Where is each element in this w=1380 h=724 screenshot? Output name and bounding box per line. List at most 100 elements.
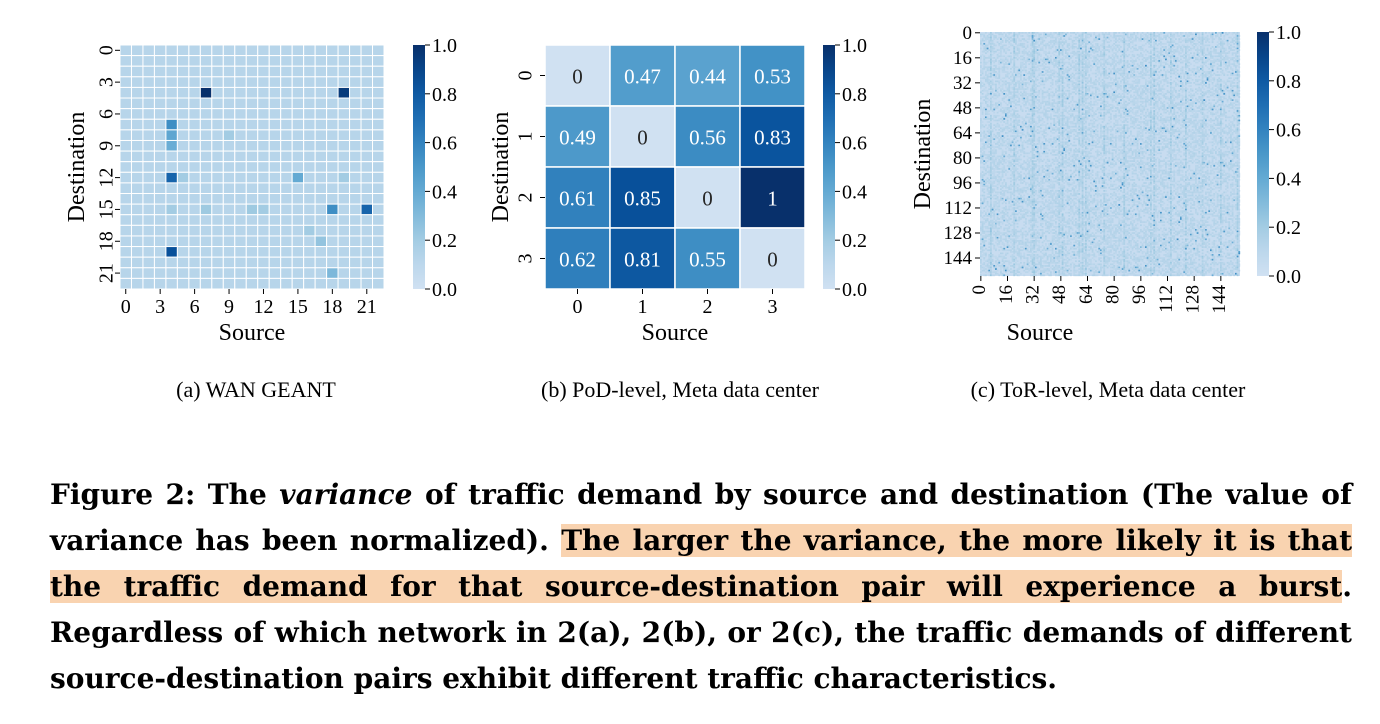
heatmap-cell (1186, 36, 1189, 39)
heatmap-cell (1098, 72, 1101, 75)
heatmap-cell (1140, 52, 1142, 55)
heatmap-cell (1051, 41, 1054, 44)
heatmap-cell (1041, 46, 1044, 48)
heatmap-cell (1041, 49, 1044, 51)
heatmap-cell (1031, 63, 1034, 65)
heatmap-cell (1143, 89, 1146, 92)
heatmap-cell (1168, 55, 1171, 58)
heatmap-cell (1231, 86, 1234, 89)
heatmap-cell (1040, 83, 1042, 86)
heatmap-cell (1123, 35, 1126, 37)
heatmap-cell (1153, 58, 1156, 61)
heatmap-cell (1058, 94, 1061, 97)
heatmap-cell (1078, 58, 1081, 61)
heatmap-cell (1005, 110, 1007, 112)
heatmap-cell (1103, 64, 1106, 67)
heatmap-cell (1121, 74, 1124, 76)
heatmap-cell (303, 129, 316, 141)
heatmap-cell (1058, 74, 1061, 76)
heatmap-cell (1056, 36, 1059, 39)
heatmap-cell (1223, 66, 1226, 69)
heatmap-cell (1088, 107, 1091, 109)
heatmap-cell (1111, 44, 1114, 47)
heatmap-cell (165, 139, 178, 152)
heatmap-cell (1191, 33, 1194, 36)
heatmap-cell (1075, 66, 1077, 69)
heatmap-cell (1020, 67, 1022, 70)
heatmap-cell (1121, 53, 1124, 56)
heatmap-cell (1196, 89, 1199, 92)
heatmap-cell (1080, 36, 1082, 39)
heatmap-cell (1001, 71, 1004, 73)
heatmap-cell (1190, 96, 1192, 98)
heatmap-cell (990, 74, 992, 76)
heatmap-cell (1235, 52, 1237, 55)
heatmap-cell (1135, 97, 1137, 100)
heatmap-cell (1040, 64, 1042, 67)
heatmap-cell (1141, 61, 1144, 64)
heatmap-cell (349, 161, 362, 173)
heatmap-cell (996, 91, 999, 94)
heatmap-cell (1170, 93, 1172, 95)
heatmap-cell (1126, 93, 1129, 95)
heatmap-cell (1146, 100, 1149, 103)
heatmap-cell (1181, 67, 1184, 70)
heatmap-cell (1005, 58, 1007, 61)
heatmap-cell (1150, 97, 1152, 100)
heatmap-cell (257, 86, 270, 99)
heatmap-cell (1140, 66, 1142, 69)
heatmap-cell (1148, 88, 1151, 91)
heatmap-cell (1020, 44, 1022, 47)
heatmap-cell (372, 44, 385, 57)
heatmap-cell (1071, 42, 1074, 45)
heatmap-cell (1061, 71, 1064, 73)
heatmap-cell (360, 55, 374, 67)
heatmap-cell (360, 267, 374, 279)
heatmap-cell (1016, 36, 1019, 39)
heatmap-cell (1153, 47, 1156, 50)
heatmap-cell (993, 50, 996, 53)
heatmap-cell (1085, 63, 1087, 65)
heatmap-cell (1145, 86, 1147, 89)
heatmap-cell (1098, 46, 1101, 48)
heatmap-cell (1168, 97, 1171, 100)
heatmap-cell (1173, 88, 1176, 91)
heatmap-cell (1158, 75, 1161, 78)
heatmap-cell (1025, 74, 1027, 76)
heatmap-cell (1115, 110, 1117, 112)
heatmap-cell (1066, 78, 1069, 81)
heatmap-cell (1141, 64, 1144, 67)
heatmap-cell (1201, 66, 1204, 69)
heatmap-cell (1216, 100, 1219, 103)
heatmap-cell (1210, 57, 1212, 59)
heatmap-cell (1010, 86, 1012, 89)
heatmap-cell (1225, 67, 1227, 70)
heatmap-cell (1021, 66, 1024, 69)
heatmap-cell (1151, 89, 1154, 92)
colorbar-b-tick-label: 1.0 (842, 35, 867, 57)
heatmap-cell (1205, 85, 1207, 87)
heatmap-cell (372, 139, 385, 152)
heatmap-cell (1095, 86, 1097, 89)
heatmap-cell (1218, 77, 1221, 80)
heatmap-cell (1206, 44, 1209, 47)
heatmap-cell (1150, 57, 1152, 59)
heatmap-cell (1138, 88, 1141, 91)
heatmap-cell (1225, 52, 1227, 55)
heatmap-cell (1008, 100, 1011, 103)
heatmap-cell (1226, 99, 1229, 101)
heatmap-cell (1041, 89, 1044, 92)
heatmap-cell (1125, 77, 1127, 80)
heatmap-cell (165, 267, 178, 279)
heatmap-cell (211, 277, 224, 290)
heatmap-cell (1125, 39, 1127, 42)
heatmap-cell (130, 129, 144, 141)
heatmap-cell (980, 35, 982, 37)
heatmap-cell (1228, 63, 1231, 65)
heatmap-cell (165, 171, 178, 184)
heatmap-cell (1185, 64, 1187, 67)
heatmap-cell (986, 35, 989, 37)
heatmap-cell (1133, 107, 1136, 109)
heatmap-cell (222, 44, 236, 57)
